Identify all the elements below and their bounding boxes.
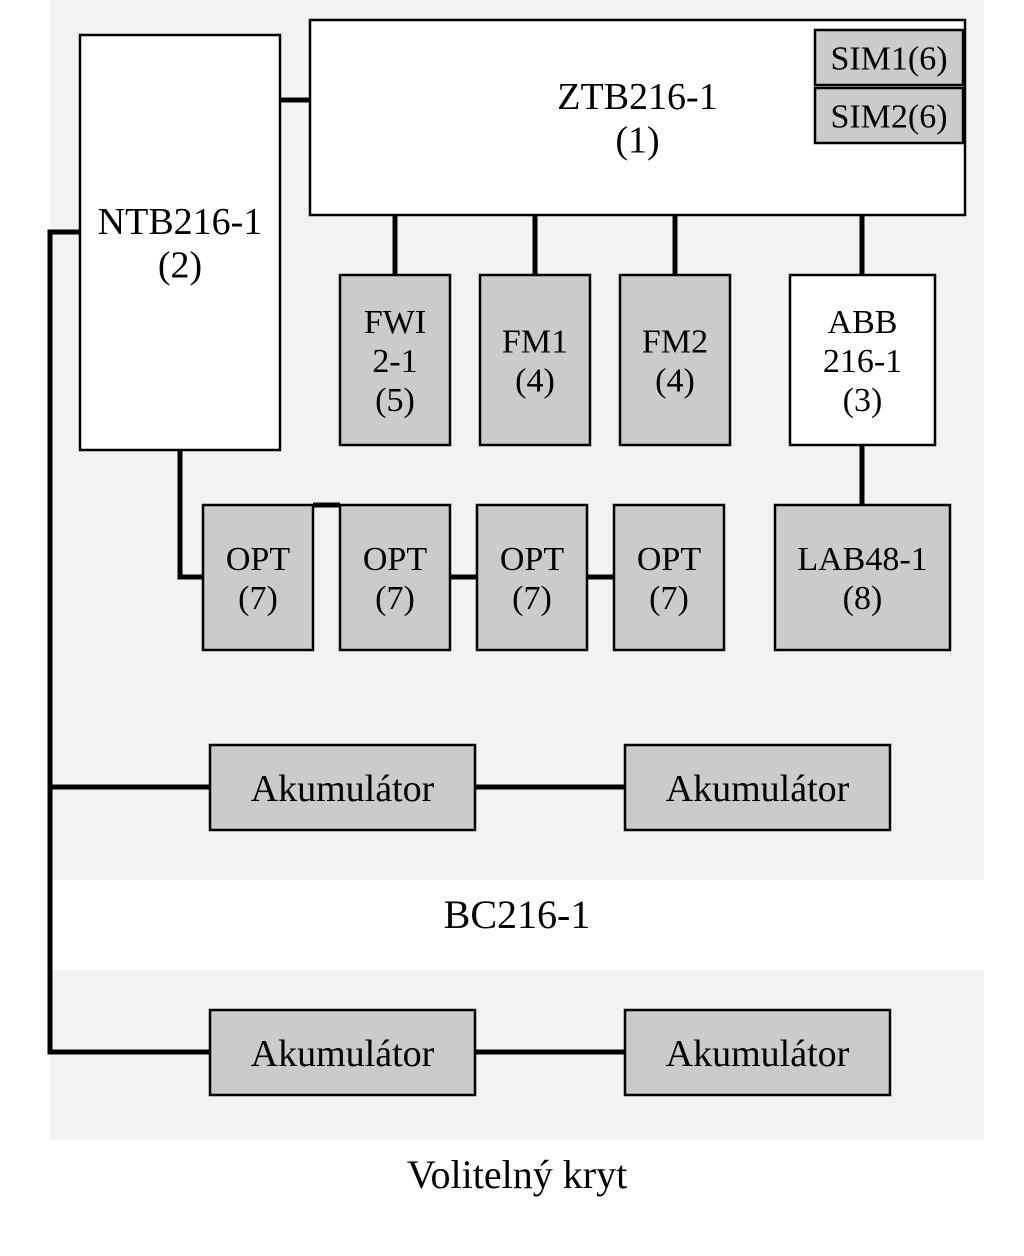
- node-aku1b-label-0: Akumulátor: [666, 768, 850, 810]
- node-opt2: OPT(7): [340, 505, 450, 650]
- node-ztb-label-1: (1): [615, 120, 659, 162]
- node-abb: ABB216-1(3): [790, 275, 935, 445]
- node-opt3: OPT(7): [477, 505, 587, 650]
- node-ntb-label-0: NTB216-1: [98, 201, 263, 243]
- node-aku1b: Akumulátor: [625, 745, 890, 830]
- node-fm1-label-1: (4): [515, 362, 555, 399]
- node-aku1a: Akumulátor: [210, 745, 475, 830]
- node-fm1-label-0: FM1: [502, 323, 568, 360]
- node-opt1: OPT(7): [203, 505, 313, 650]
- node-fm1: FM1(4): [480, 275, 590, 445]
- node-lab-label-0: LAB48-1: [797, 541, 927, 578]
- node-opt4: OPT(7): [614, 505, 724, 650]
- node-sim2: SIM2(6): [815, 88, 963, 143]
- node-lab-label-1: (8): [843, 580, 883, 617]
- node-aku2a-label-0: Akumulátor: [251, 1033, 435, 1075]
- node-fm2: FM2(4): [620, 275, 730, 445]
- node-sim1: SIM1(6): [815, 30, 963, 85]
- node-opt3-label-0: OPT: [500, 541, 564, 578]
- node-abb-label-2: (3): [843, 382, 883, 419]
- node-abb-label-1: 216-1: [823, 343, 902, 380]
- node-fwi-label-0: FWI: [364, 304, 426, 341]
- node-aku2b-label-0: Akumulátor: [666, 1033, 850, 1075]
- node-fwi-label-1: 2-1: [372, 343, 417, 380]
- node-opt2-label-1: (7): [375, 580, 415, 617]
- node-sim1-label-0: SIM1(6): [830, 40, 947, 77]
- panel-bc216-label: BC216-1: [444, 892, 591, 937]
- node-aku1a-label-0: Akumulátor: [251, 768, 435, 810]
- node-opt2-label-0: OPT: [363, 541, 427, 578]
- node-ntb: NTB216-1(2): [80, 35, 280, 450]
- node-ztb-label-0: ZTB216-1: [557, 76, 717, 118]
- node-opt1-label-0: OPT: [226, 541, 290, 578]
- node-lab: LAB48-1(8): [775, 505, 950, 650]
- node-opt3-label-1: (7): [512, 580, 552, 617]
- node-sim2-label-0: SIM2(6): [830, 98, 947, 135]
- node-aku2a: Akumulátor: [210, 1010, 475, 1095]
- node-aku2b: Akumulátor: [625, 1010, 890, 1095]
- node-abb-label-0: ABB: [828, 304, 898, 341]
- node-opt1-label-1: (7): [238, 580, 278, 617]
- block-diagram: ZTB216-1(1)SIM1(6)SIM2(6)NTB216-1(2)FWI2…: [0, 0, 1024, 1256]
- node-fm2-label-1: (4): [655, 362, 695, 399]
- node-opt4-label-1: (7): [649, 580, 689, 617]
- node-opt4-label-0: OPT: [637, 541, 701, 578]
- node-ntb-label-1: (2): [158, 245, 202, 287]
- node-fwi-label-2: (5): [375, 382, 415, 419]
- node-fwi: FWI2-1(5): [340, 275, 450, 445]
- panel-volitelny-label: Volitelný kryt: [407, 1152, 627, 1197]
- node-fm2-label-0: FM2: [642, 323, 708, 360]
